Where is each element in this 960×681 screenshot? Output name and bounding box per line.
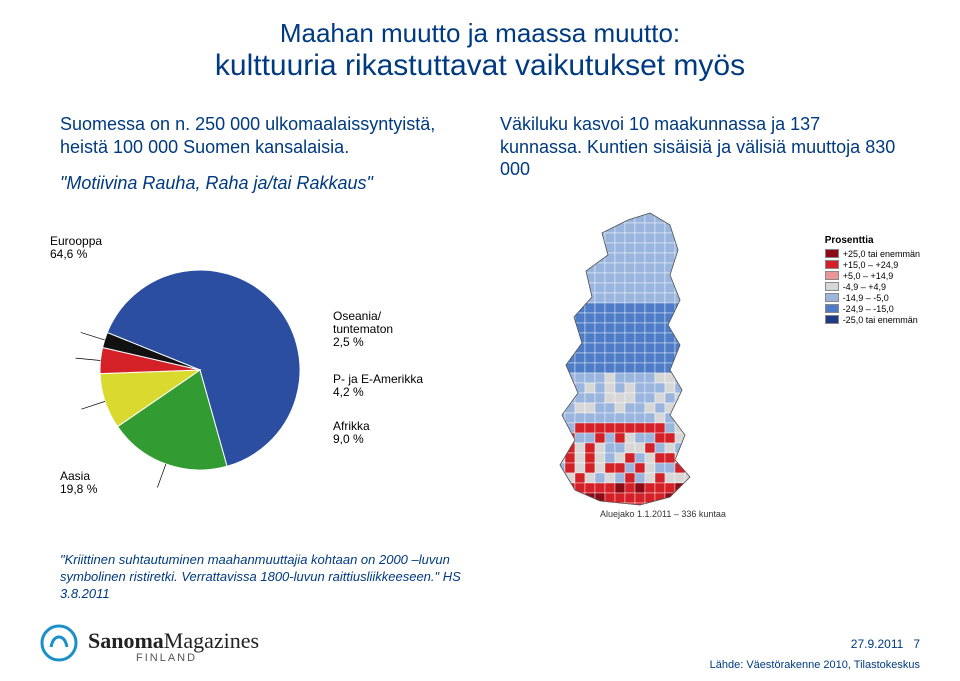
legend-label: -4,9 – +4,9 [843,282,886,292]
legend-label: +25,0 tai enemmän [843,249,920,259]
footer-date-page: 27.9.2011 7 [851,637,920,651]
logo-text: SanomaMagazines [88,628,259,654]
pie-label-aasia: Aasia19,8 % [60,470,97,496]
finland-map [520,205,780,515]
title-block: Maahan muutto ja maassa muutto: kulttuur… [0,0,960,83]
map-caption: Aluejako 1.1.2011 – 336 kuntaa [600,509,726,519]
legend-swatch [825,293,839,302]
legend-swatch [825,271,839,280]
title-line2: kulttuuria rikastuttavat vaikutukset myö… [0,49,960,83]
legend-label: -14,9 – -5,0 [843,293,889,303]
legend-row: +25,0 tai enemmän [825,249,920,259]
footer-source: Lähde: Väestörakenne 2010, Tilastokeskus [710,659,920,671]
legend-label: +5,0 – +14,9 [843,271,894,281]
legend-title: Prosenttia [825,235,920,246]
legend-row: -4,9 – +4,9 [825,282,920,292]
left-text: Suomessa on n. 250 000 ulkomaalaissyntyi… [60,113,460,158]
legend-swatch [825,315,839,324]
pie-chart-area: Eurooppa64,6 % Aasia19,8 % Afrikka9,0 % … [40,205,520,515]
map-legend: Prosenttia +25,0 tai enemmän+15,0 – +24,… [825,235,920,326]
map-area: Prosenttia +25,0 tai enemmän+15,0 – +24,… [520,205,920,515]
pie-label-afrikka: Afrikka9,0 % [333,420,370,446]
legend-swatch [825,282,839,291]
legend-row: -14,9 – -5,0 [825,293,920,303]
legend-row: +15,0 – +24,9 [825,260,920,270]
pie-label-oseania: Oseania/tuntematon2,5 % [333,310,393,350]
legend-swatch [825,260,839,269]
left-column: Suomessa on n. 250 000 ulkomaalaissyntyi… [60,113,460,195]
charts-row: Eurooppa64,6 % Aasia19,8 % Afrikka9,0 % … [0,195,960,515]
legend-label: -24,9 – -15,0 [843,304,894,314]
pie-label-eurooppa: Eurooppa64,6 % [50,235,102,261]
legend-row: +5,0 – +14,9 [825,271,920,281]
legend-label: +15,0 – +24,9 [843,260,899,270]
legend-swatch [825,304,839,313]
pie-label-amerikka: P- ja E-Amerikka4,2 % [333,373,423,399]
logo-block: SanomaMagazines FINLAND [40,624,259,667]
logo-icon [40,624,78,662]
pie-chart [40,205,520,505]
bottom-quote: "Kriittinen suhtautuminen maahanmuuttaji… [60,552,480,603]
text-columns: Suomessa on n. 250 000 ulkomaalaissyntyi… [0,83,960,195]
legend-row: -24,9 – -15,0 [825,304,920,314]
legend-row: -25,0 tai enemmän [825,315,920,325]
legend-label: -25,0 tai enemmän [843,315,918,325]
right-column: Väkiluku kasvoi 10 maakunnassa ja 137 ku… [500,113,900,195]
legend-swatch [825,249,839,258]
left-quote: "Motiivina Rauha, Raha ja/tai Rakkaus" [60,172,460,195]
right-text: Väkiluku kasvoi 10 maakunnassa ja 137 ku… [500,113,900,181]
title-line1: Maahan muutto ja maassa muutto: [0,18,960,49]
